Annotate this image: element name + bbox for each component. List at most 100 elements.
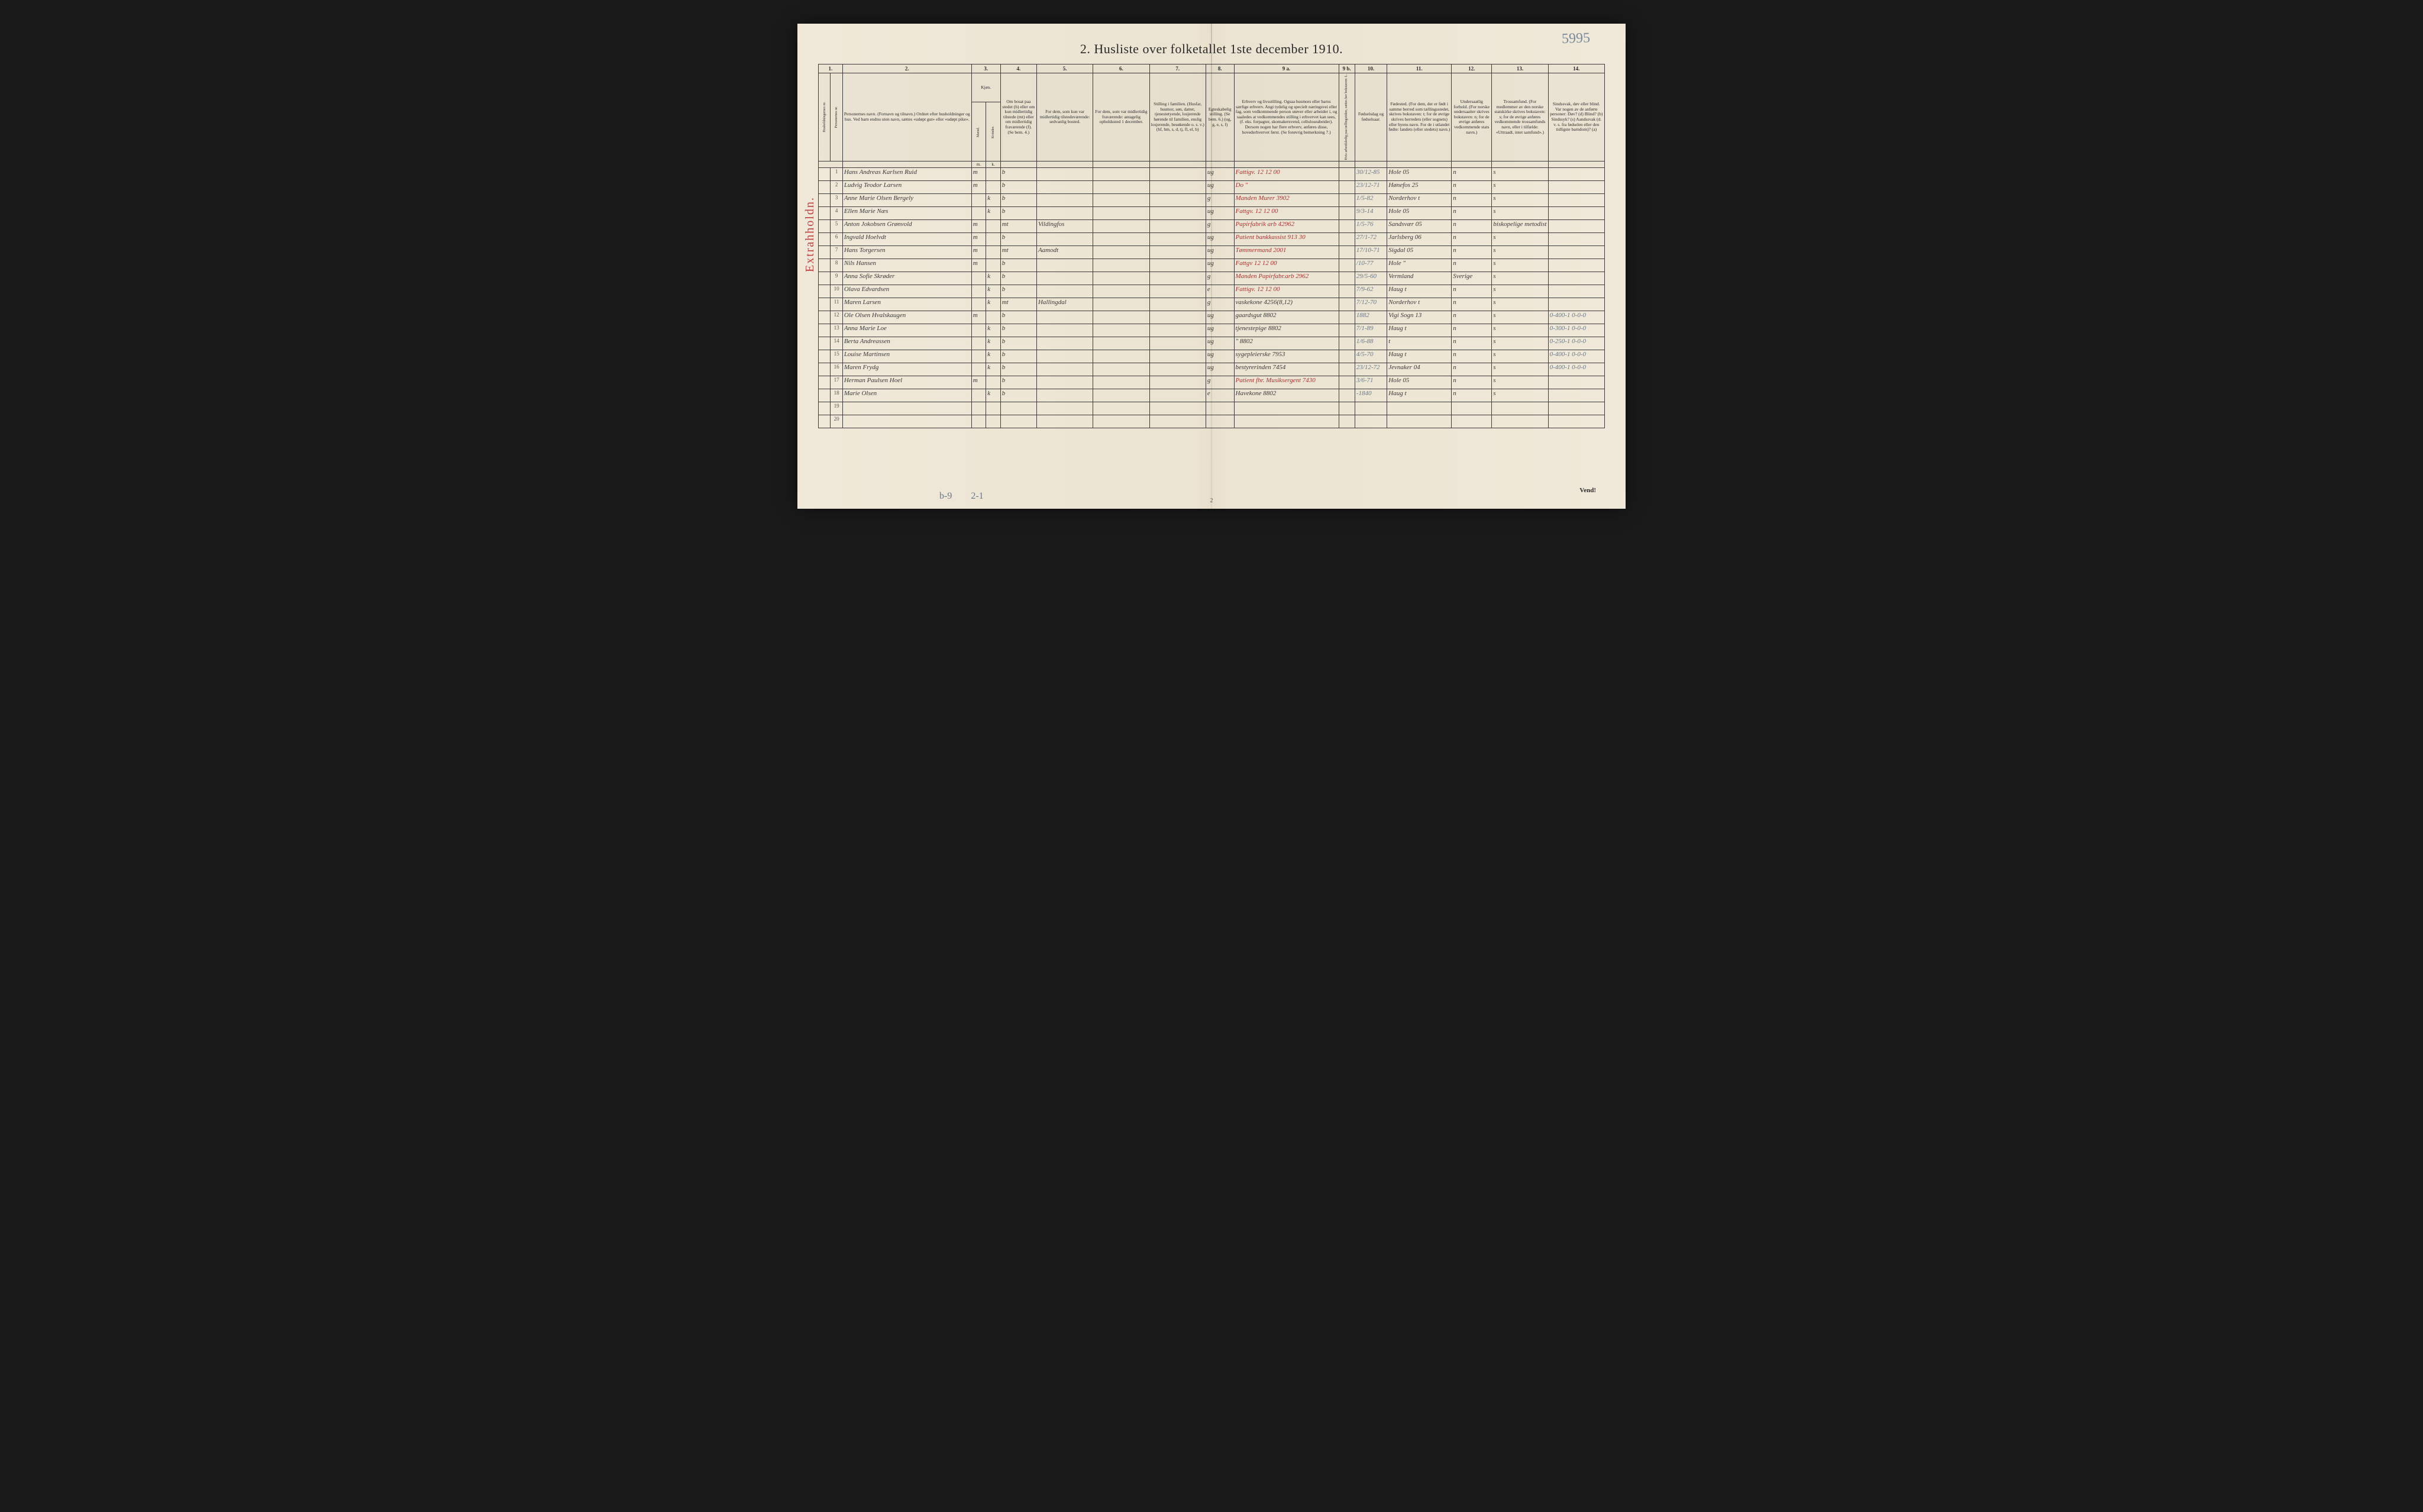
cell xyxy=(1149,219,1206,232)
table-row: 7Hans TorgersenmmtAamodtugTømmermand 200… xyxy=(819,245,1605,259)
cell xyxy=(819,402,831,415)
cell xyxy=(1000,415,1036,428)
col-num-8: 8. xyxy=(1206,64,1234,73)
census-table: 1. 2. 3. 4. 5. 6. 7. 8. 9 a. 9 b. 10. 11… xyxy=(818,64,1605,428)
cell xyxy=(1548,415,1604,428)
cell: k xyxy=(986,324,1001,337)
cell xyxy=(1339,167,1355,180)
cell: Sigdal 05 xyxy=(1387,245,1452,259)
cell: Hans Torgersen xyxy=(842,245,971,259)
cell: b xyxy=(1000,206,1036,219)
cell: k xyxy=(986,350,1001,363)
cell: k xyxy=(986,272,1001,285)
cell: b xyxy=(1000,324,1036,337)
cell: Nils Hansen xyxy=(842,259,971,272)
cell xyxy=(1339,285,1355,298)
cell xyxy=(1149,180,1206,193)
cell xyxy=(842,402,971,415)
cell xyxy=(986,376,1001,389)
cell xyxy=(1093,206,1149,219)
cell: s xyxy=(1492,232,1548,245)
header-birthdate: Fødselsdag og fødselsaar. xyxy=(1355,73,1387,161)
cell xyxy=(1355,415,1387,428)
cell: sygepleierske 7953 xyxy=(1234,350,1339,363)
cell xyxy=(1149,298,1206,311)
table-row: 16Maren Frydgkbugbestyrerinden 745423/12… xyxy=(819,363,1605,376)
cell xyxy=(1093,402,1149,415)
cell: Marie Olsen xyxy=(842,389,971,402)
cell: n xyxy=(1452,376,1492,389)
cell: s xyxy=(1492,193,1548,206)
cell xyxy=(1339,232,1355,245)
cell: 1/5-82 xyxy=(1355,193,1387,206)
cell: Maren Larsen xyxy=(842,298,971,311)
cell xyxy=(1206,415,1234,428)
cell: s xyxy=(1492,206,1548,219)
cell: tjenestepige 8802 xyxy=(1234,324,1339,337)
cell: Hallingdal xyxy=(1036,298,1093,311)
cell xyxy=(1093,337,1149,350)
cell: 1/5-76 xyxy=(1355,219,1387,232)
cell xyxy=(1339,193,1355,206)
cell: b xyxy=(1000,337,1036,350)
cell xyxy=(819,259,831,272)
cell: Norderhov t xyxy=(1387,298,1452,311)
cell xyxy=(1093,232,1149,245)
cell xyxy=(986,245,1001,259)
cell xyxy=(986,232,1001,245)
cell: Fattgv 12 12 00 xyxy=(1234,259,1339,272)
cell: k xyxy=(986,363,1001,376)
table-row: 18Marie OlsenkbeHavekone 8802-1840Haug t… xyxy=(819,389,1605,402)
cell xyxy=(819,311,831,324)
table-row: 4Ellen Marie NæskbugFattgv. 12 12 009/3-… xyxy=(819,206,1605,219)
cell: s xyxy=(1492,298,1548,311)
cell xyxy=(1339,219,1355,232)
cell: Hønefos 25 xyxy=(1387,180,1452,193)
cell: k xyxy=(986,285,1001,298)
cell: 15 xyxy=(831,350,842,363)
cell xyxy=(1339,350,1355,363)
cell: gaardsgut 8802 xyxy=(1234,311,1339,324)
cell: 14 xyxy=(831,337,842,350)
cell xyxy=(1149,337,1206,350)
cell: 11 xyxy=(831,298,842,311)
cell: Manden Papirfabr.arb 2962 xyxy=(1234,272,1339,285)
cell xyxy=(1234,415,1339,428)
cell xyxy=(819,206,831,219)
cell: Vermland xyxy=(1387,272,1452,285)
cell xyxy=(1206,402,1234,415)
table-header: 1. 2. 3. 4. 5. 6. 7. 8. 9 a. 9 b. 10. 11… xyxy=(819,64,1605,168)
cell: s xyxy=(1492,389,1548,402)
cell: Anton Jokobsen Grønvold xyxy=(842,219,971,232)
cell: e xyxy=(1206,285,1234,298)
table-row: 15Louise Martinsenkbugsygepleierske 7953… xyxy=(819,350,1605,363)
cell: b xyxy=(1000,376,1036,389)
cell xyxy=(1093,298,1149,311)
table-row: 2Ludvig Teodor LarsenmbugDo "23/12-71Høn… xyxy=(819,180,1605,193)
cell xyxy=(971,363,986,376)
cell: ug xyxy=(1206,311,1234,324)
cell: n xyxy=(1452,337,1492,350)
cell xyxy=(1036,167,1093,180)
cell: b xyxy=(1000,285,1036,298)
cell xyxy=(1149,245,1206,259)
cell: m xyxy=(971,376,986,389)
cell: 8 xyxy=(831,259,842,272)
cell xyxy=(971,337,986,350)
cell: 4 xyxy=(831,206,842,219)
cell: 0-300-1 0-0-0 xyxy=(1548,324,1604,337)
cell: b xyxy=(1000,389,1036,402)
cell: b xyxy=(1000,232,1036,245)
cell: 20 xyxy=(831,415,842,428)
cell xyxy=(1339,272,1355,285)
cell: b xyxy=(1000,311,1036,324)
page-title: 2. Husliste over folketallet 1ste decemb… xyxy=(818,41,1605,57)
cell xyxy=(1149,389,1206,402)
cell: n xyxy=(1452,219,1492,232)
cell: 7 xyxy=(831,245,842,259)
cell: k xyxy=(986,206,1001,219)
cell: ug xyxy=(1206,232,1234,245)
cell xyxy=(842,415,971,428)
cell: Olava Edvardsen xyxy=(842,285,971,298)
cell xyxy=(1548,219,1604,232)
